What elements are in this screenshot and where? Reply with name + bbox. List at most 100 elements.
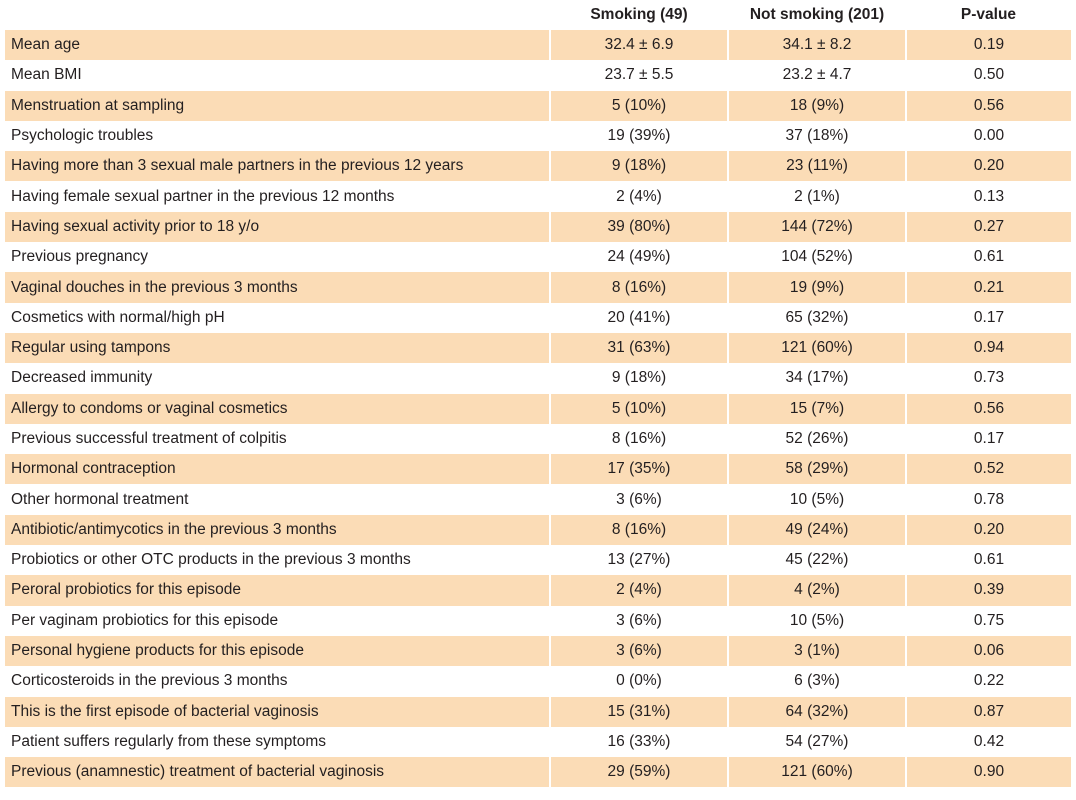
not-smoking-cell: 37 (18%) bbox=[728, 120, 907, 152]
smoking-cell: 39 (80%) bbox=[550, 211, 729, 243]
not-smoking-cell: 10 (5%) bbox=[728, 605, 907, 636]
p-value-cell: 0.78 bbox=[906, 484, 1071, 515]
variable-cell: Other hormonal treatment bbox=[5, 484, 551, 515]
not-smoking-cell: 52 (26%) bbox=[728, 423, 907, 455]
smoking-cell: 24 (49%) bbox=[550, 242, 729, 273]
variable-cell: Personal hygiene products for this episo… bbox=[5, 635, 551, 667]
not-smoking-cell: 23.2 ± 4.7 bbox=[728, 60, 907, 91]
table-row: Cosmetics with normal/high pH 20 (41%) 65 … bbox=[5, 302, 1071, 333]
p-value-cell: 0.56 bbox=[906, 393, 1071, 424]
variable-cell: Antibiotic/antimycotics in the previous … bbox=[5, 514, 551, 546]
not-smoking-cell: 34.1 ± 8.2 bbox=[728, 30, 907, 61]
not-smoking-cell: 19 (9%) bbox=[728, 272, 907, 303]
header-variable bbox=[5, 0, 550, 30]
p-value-cell: 0.17 bbox=[906, 302, 1071, 333]
variable-cell: Corticosteroids in the previous 3 months bbox=[5, 666, 551, 697]
table-body: Mean age 32.4 ± 6.9 34.1 ± 8.2 0.19 Mean BMI… bbox=[5, 30, 1071, 788]
not-smoking-cell: 144 (72%) bbox=[728, 211, 907, 243]
p-value-cell: 0.75 bbox=[906, 605, 1071, 636]
p-value-cell: 0.61 bbox=[906, 545, 1071, 576]
not-smoking-cell: 6 (3%) bbox=[728, 666, 907, 697]
smoking-cell: 8 (16%) bbox=[550, 423, 729, 455]
table-row: Previous pregnancy 24 (49%) 104 (52%) 0.61 bbox=[5, 242, 1071, 273]
table-row: Previous successful treatment of colpiti… bbox=[5, 423, 1071, 455]
header-not-smoking: Not smoking (201) bbox=[728, 0, 906, 30]
p-value-cell: 0.94 bbox=[906, 332, 1071, 364]
smoking-cell: 3 (6%) bbox=[550, 605, 729, 636]
smoking-cell: 23.7 ± 5.5 bbox=[550, 60, 729, 91]
variable-cell: Patient suffers regularly from these sym… bbox=[5, 726, 551, 758]
p-value-cell: 0.17 bbox=[906, 423, 1071, 455]
p-value-cell: 0.52 bbox=[906, 454, 1071, 485]
smoking-cell: 3 (6%) bbox=[550, 635, 729, 667]
smoking-cell: 2 (4%) bbox=[550, 181, 729, 212]
variable-cell: Mean age bbox=[5, 30, 551, 61]
table-row: Having more than 3 sexual male partners … bbox=[5, 151, 1071, 182]
not-smoking-cell: 121 (60%) bbox=[728, 332, 907, 364]
not-smoking-cell: 64 (32%) bbox=[728, 696, 907, 727]
variable-cell: Cosmetics with normal/high pH bbox=[5, 302, 551, 333]
p-value-cell: 0.21 bbox=[906, 272, 1071, 303]
smoking-cell: 2 (4%) bbox=[550, 575, 729, 606]
table-row: Psychologic troubles 19 (39%) 37 (18%) 0.00 bbox=[5, 120, 1071, 152]
not-smoking-cell: 121 (60%) bbox=[728, 757, 907, 788]
not-smoking-cell: 58 (29%) bbox=[728, 454, 907, 485]
variable-cell: Decreased immunity bbox=[5, 363, 551, 394]
smoking-cell: 5 (10%) bbox=[550, 90, 729, 121]
table-row: Regular using tampons 31 (63%) 121 (60%) 0.… bbox=[5, 332, 1071, 364]
p-value-cell: 0.13 bbox=[906, 181, 1071, 212]
table-row: Allergy to condoms or vaginal cosmetics 5… bbox=[5, 393, 1071, 424]
smoking-cell: 31 (63%) bbox=[550, 332, 729, 364]
p-value-cell: 0.19 bbox=[906, 30, 1071, 61]
variable-cell: This is the first episode of bacterial v… bbox=[5, 696, 551, 727]
comparison-table-container: Smoking (49) Not smoking (201) P-value M… bbox=[5, 0, 1071, 788]
table-header-row: Smoking (49) Not smoking (201) P-value bbox=[5, 0, 1071, 30]
smoking-cell: 20 (41%) bbox=[550, 302, 729, 333]
header-smoking: Smoking (49) bbox=[550, 0, 728, 30]
smoking-cell: 19 (39%) bbox=[550, 120, 729, 152]
p-value-cell: 0.50 bbox=[906, 60, 1071, 91]
smoking-cell: 8 (16%) bbox=[550, 272, 729, 303]
comparison-table: Smoking (49) Not smoking (201) P-value M… bbox=[5, 0, 1071, 788]
variable-cell: Regular using tampons bbox=[5, 332, 551, 364]
p-value-cell: 0.87 bbox=[906, 696, 1071, 727]
variable-cell: Allergy to condoms or vaginal cosmetics bbox=[5, 393, 551, 424]
p-value-cell: 0.42 bbox=[906, 726, 1071, 758]
variable-cell: Peroral probiotics for this episode bbox=[5, 575, 551, 606]
not-smoking-cell: 15 (7%) bbox=[728, 393, 907, 424]
variable-cell: Previous (anamnestic) treatment of bacte… bbox=[5, 757, 551, 788]
not-smoking-cell: 65 (32%) bbox=[728, 302, 907, 333]
p-value-cell: 0.90 bbox=[906, 757, 1071, 788]
smoking-cell: 8 (16%) bbox=[550, 514, 729, 546]
table-row: Previous (anamnestic) treatment of bacte… bbox=[5, 757, 1071, 788]
variable-cell: Having sexual activity prior to 18 y/o bbox=[5, 211, 551, 243]
not-smoking-cell: 4 (2%) bbox=[728, 575, 907, 606]
not-smoking-cell: 18 (9%) bbox=[728, 90, 907, 121]
header-p-value: P-value bbox=[906, 0, 1071, 30]
variable-cell: Mean BMI bbox=[5, 60, 551, 91]
variable-cell: Psychologic troubles bbox=[5, 120, 551, 152]
table-row: Personal hygiene products for this episo… bbox=[5, 635, 1071, 667]
table-row: Menstruation at sampling 5 (10%) 18 (9%) 0.… bbox=[5, 90, 1071, 121]
table-row: Mean age 32.4 ± 6.9 34.1 ± 8.2 0.19 bbox=[5, 30, 1071, 61]
not-smoking-cell: 3 (1%) bbox=[728, 635, 907, 667]
p-value-cell: 0.73 bbox=[906, 363, 1071, 394]
not-smoking-cell: 2 (1%) bbox=[728, 181, 907, 212]
variable-cell: Previous pregnancy bbox=[5, 242, 551, 273]
smoking-cell: 13 (27%) bbox=[550, 545, 729, 576]
smoking-cell: 15 (31%) bbox=[550, 696, 729, 727]
smoking-cell: 32.4 ± 6.9 bbox=[550, 30, 729, 61]
not-smoking-cell: 10 (5%) bbox=[728, 484, 907, 515]
p-value-cell: 0.39 bbox=[906, 575, 1071, 606]
table-row: Vaginal douches in the previous 3 months… bbox=[5, 272, 1071, 303]
smoking-cell: 29 (59%) bbox=[550, 757, 729, 788]
smoking-cell: 16 (33%) bbox=[550, 726, 729, 758]
table-row: Peroral probiotics for this episode 2 (4%… bbox=[5, 575, 1071, 606]
smoking-cell: 9 (18%) bbox=[550, 363, 729, 394]
table-row: Mean BMI 23.7 ± 5.5 23.2 ± 4.7 0.50 bbox=[5, 60, 1071, 91]
p-value-cell: 0.22 bbox=[906, 666, 1071, 697]
variable-cell: Vaginal douches in the previous 3 months bbox=[5, 272, 551, 303]
not-smoking-cell: 34 (17%) bbox=[728, 363, 907, 394]
p-value-cell: 0.00 bbox=[906, 120, 1071, 152]
table-row: Having female sexual partner in the prev… bbox=[5, 181, 1071, 212]
